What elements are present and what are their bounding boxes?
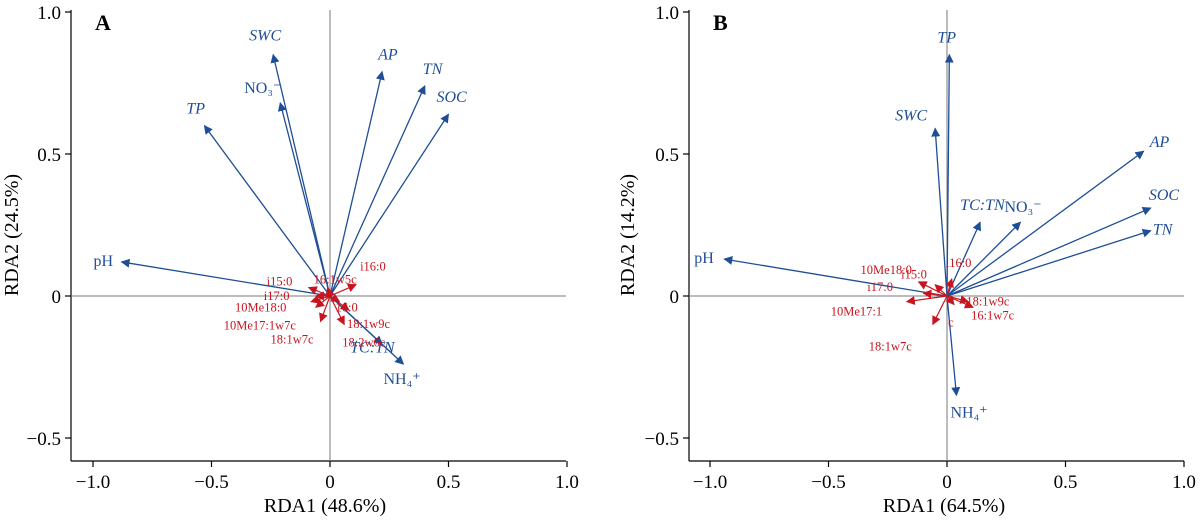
env-arrow-swc bbox=[931, 127, 948, 297]
env-label-tc-tn: TC:TN bbox=[350, 339, 396, 356]
panel-a-x-tick-label: −1.0 bbox=[76, 472, 110, 493]
panel-a-letter: A bbox=[95, 10, 111, 35]
plfa-arrow-10me17-1w7c bbox=[315, 295, 331, 308]
plfa-label-10me17-1: 10Me17:1 bbox=[831, 305, 882, 319]
plfa-arrow-16-1w5c bbox=[325, 286, 335, 297]
plfa-label-10me18-0: 10Me18:0 bbox=[861, 263, 912, 277]
plfa-label-i15-0: i15:0 bbox=[267, 274, 293, 288]
env-arrow-ph bbox=[120, 258, 331, 297]
plfa-arrow-18-2w6c bbox=[329, 295, 345, 326]
env-arrow-swc bbox=[270, 53, 331, 297]
panel-a-environment-vectors: pH TP SWC NO₃⁻ AP TN SOC TC:TN NH₄⁺ bbox=[93, 28, 467, 389]
env-label-ph: pH bbox=[694, 250, 714, 267]
panel-b-y-tick-label: 0.5 bbox=[655, 145, 679, 166]
env-label-tc-tn: TC:TN bbox=[960, 197, 1006, 214]
panel-b: B −1.0 −0.5 0 0.5 1.0 −0.5 0 0.5 1.0 pH TP SWC AP SO… bbox=[617, 3, 1196, 517]
plfa-arrow-18-1w7c bbox=[932, 295, 948, 326]
env-label-swc: SWC bbox=[895, 107, 927, 124]
plfa-arrow-c bbox=[945, 295, 955, 306]
plfa-arrow-i16-0 bbox=[945, 278, 954, 297]
env-label-nh: NH₄⁺ bbox=[383, 371, 420, 388]
plfa-arrow-i17-0 bbox=[922, 289, 948, 299]
plfa-arrow-i15-0 bbox=[934, 284, 948, 297]
plfa-label-18-1w7c: 18:1w7c bbox=[869, 339, 913, 353]
env-arrow-soc bbox=[329, 113, 450, 297]
env-label-soc: SOC bbox=[1149, 187, 1180, 204]
env-label-nh: NH₄⁺ bbox=[950, 404, 987, 421]
env-arrow-tn bbox=[329, 85, 426, 297]
plfa-arrow-18-1w7c bbox=[319, 295, 331, 323]
plfa-label-18-2w6c: 18:2w6c bbox=[342, 335, 386, 349]
panel-a-y-tick-label: 0 bbox=[52, 287, 62, 308]
plfa-label-18-1w9c: 18:1w9c bbox=[966, 295, 1010, 309]
panel-b-x-tick-label: 0 bbox=[942, 472, 952, 493]
env-arrow-no bbox=[277, 102, 331, 297]
panel-b-y-axis-title: RDA2 (14.2%) bbox=[617, 174, 639, 296]
panel-a-y-tick-label: 1.0 bbox=[37, 3, 61, 24]
plfa-label-10me18-0: 10Me18:0 bbox=[235, 301, 286, 315]
panel-b-x-axis-title: RDA1 (64.5%) bbox=[883, 495, 1005, 517]
plfa-label-i15-0: i15:0 bbox=[901, 268, 927, 282]
env-arrow-tp bbox=[944, 53, 954, 297]
panel-a-x-axis-title: RDA1 (48.6%) bbox=[264, 495, 386, 517]
env-label-swc: SWC bbox=[249, 28, 281, 45]
panel-b-x-tick-label: −1.0 bbox=[693, 472, 727, 493]
panel-a-x-tick-label: 1.0 bbox=[555, 472, 579, 493]
env-arrow-ph bbox=[723, 255, 948, 297]
plfa-arrow-16-1w7c bbox=[946, 295, 974, 309]
panel-a-x-tick-label: −0.5 bbox=[194, 472, 228, 493]
plfa-label-c: c bbox=[948, 316, 954, 330]
panel-b-x-tick-label: −0.5 bbox=[811, 472, 845, 493]
panel-a-y-tick-label: −0.5 bbox=[27, 429, 61, 450]
plfa-label-i17-0: i17:0 bbox=[264, 289, 290, 303]
panel-b-letter: B bbox=[713, 10, 728, 35]
panel-b-y-tick-label: 1.0 bbox=[655, 3, 679, 24]
panel-a-x-tick-label: 0 bbox=[325, 472, 335, 493]
env-label-no: NO₃⁻ bbox=[1004, 199, 1041, 216]
panel-a: A −1.0 −0.5 0 0.5 1.0 −0.5 0 0.5 1.0 pH TP SWC NO₃⁻… bbox=[1, 3, 579, 517]
plfa-arrow-10me17-1 bbox=[905, 295, 948, 306]
env-label-no: NO₃⁻ bbox=[244, 80, 281, 97]
env-arrow-tp bbox=[203, 124, 331, 297]
panel-a-x-tick-label: 0.5 bbox=[437, 472, 461, 493]
env-label-ph: pH bbox=[93, 253, 113, 270]
panel-b-environment-vectors: pH TP SWC AP SOC TN TC:TN NO₃⁻ NH₄⁺ bbox=[694, 30, 1179, 422]
plfa-label-16-1w7c: 16:1w7c bbox=[971, 308, 1015, 322]
env-label-ap: AP bbox=[377, 47, 398, 64]
env-label-soc: SOC bbox=[437, 89, 468, 106]
panel-a-y-tick-label: 0.5 bbox=[37, 145, 61, 166]
env-arrow-no bbox=[946, 221, 1022, 297]
plfa-arrow-18-1w9c bbox=[329, 295, 350, 311]
panel-b-y-tick-label: 0 bbox=[670, 287, 680, 308]
plfa-label-10me17-1w7c: 10Me17:1w7c bbox=[224, 318, 297, 332]
env-label-tp: TP bbox=[937, 30, 956, 47]
panel-b-x-tick-label: 1.0 bbox=[1172, 472, 1196, 493]
env-arrow-ap bbox=[329, 70, 385, 297]
plfa-label-i16-0: i16:0 bbox=[946, 256, 972, 270]
env-label-tn: TN bbox=[423, 61, 444, 78]
env-arrow-ap bbox=[946, 150, 1145, 297]
panel-a-y-axis-title: RDA2 (24.5%) bbox=[1, 174, 23, 296]
panel-a-ticks: −1.0 −0.5 0 0.5 1.0 −0.5 0 0.5 1.0 bbox=[27, 3, 579, 493]
env-label-tp: TP bbox=[186, 101, 205, 118]
panel-b-x-tick-label: 0.5 bbox=[1054, 472, 1078, 493]
plfa-label-16-1w5c: 16:1w5c bbox=[314, 272, 358, 286]
plfa-arrow-10me18-0 bbox=[917, 281, 948, 297]
env-arrow-nh bbox=[946, 295, 961, 397]
env-label-ap: AP bbox=[1149, 134, 1170, 151]
plfa-label-18-1w7c: 18:1w7c bbox=[271, 333, 315, 347]
plfa-label-i17-0: i17:0 bbox=[867, 280, 893, 294]
plfa-label-18-1w9c: 18:1w9c bbox=[347, 317, 391, 331]
env-arrow-soc bbox=[946, 207, 1152, 297]
env-label-tn: TN bbox=[1153, 222, 1174, 239]
plfa-label-i16-0: i16:0 bbox=[360, 260, 386, 274]
panel-b-ticks: −1.0 −0.5 0 0.5 1.0 −0.5 0 0.5 1.0 bbox=[645, 3, 1196, 493]
panel-b-y-tick-label: −0.5 bbox=[645, 429, 679, 450]
env-arrow-tn bbox=[946, 228, 1152, 297]
